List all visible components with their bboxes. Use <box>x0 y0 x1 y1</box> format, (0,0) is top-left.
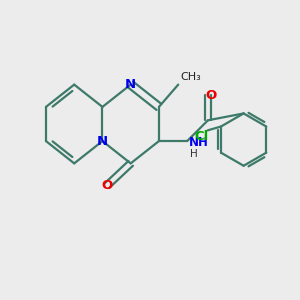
Text: N: N <box>97 135 108 148</box>
Text: O: O <box>101 179 112 192</box>
Text: Cl: Cl <box>194 130 209 143</box>
Text: H: H <box>190 148 198 159</box>
Text: N: N <box>125 78 136 91</box>
Text: NH: NH <box>189 136 208 149</box>
Text: O: O <box>205 88 217 101</box>
Text: CH₃: CH₃ <box>181 72 201 82</box>
